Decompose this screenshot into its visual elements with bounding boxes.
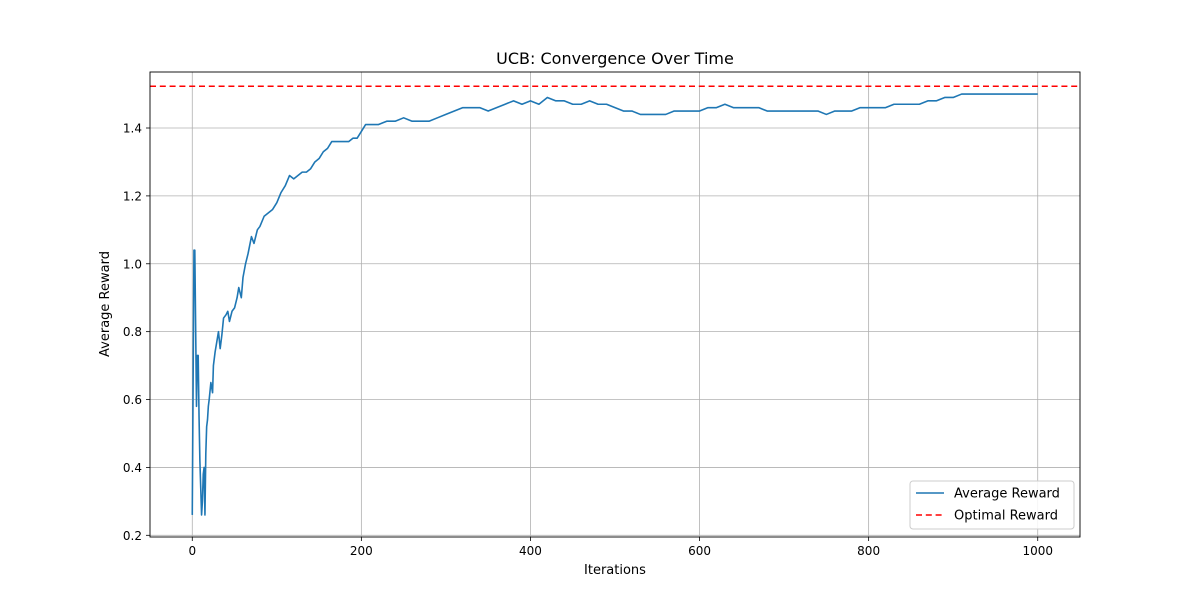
x-tick-label: 200 (350, 544, 373, 558)
average-reward-line (191, 93, 1038, 516)
x-tick-label: 0 (188, 544, 196, 558)
x-axis-label: Iterations (584, 563, 646, 578)
y-tick-label: 0.4 (123, 461, 142, 475)
legend-label-optimal-reward: Optimal Reward (954, 509, 1058, 524)
y-tick-label: 0.8 (123, 325, 142, 339)
y-tick-label: 0.6 (123, 393, 142, 407)
x-tick-label: 800 (857, 544, 880, 558)
y-axis-label: Average Reward (98, 251, 113, 357)
y-axis-ticks: 0.2 0.4 0.6 0.8 1.0 1.2 1.4 (123, 122, 150, 543)
x-tick-label: 600 (688, 544, 711, 558)
grid (150, 72, 1080, 537)
y-tick-label: 0.2 (123, 529, 142, 543)
y-tick-label: 1.2 (123, 189, 142, 203)
x-axis-ticks: 0 200 400 600 800 1000 (188, 537, 1053, 558)
legend-box (909, 480, 1075, 530)
axes-frame (149, 71, 1081, 538)
x-tick-label: 1000 (1022, 544, 1053, 558)
plot-area (150, 85, 1080, 516)
y-tick-label: 1.4 (123, 122, 142, 136)
legend-label-average-reward: Average Reward (954, 487, 1060, 502)
chart-title: UCB: Convergence Over Time (496, 49, 734, 68)
y-tick-label: 1.0 (123, 257, 142, 271)
legend: Average Reward Optimal Reward (909, 480, 1075, 530)
x-tick-label: 400 (519, 544, 542, 558)
